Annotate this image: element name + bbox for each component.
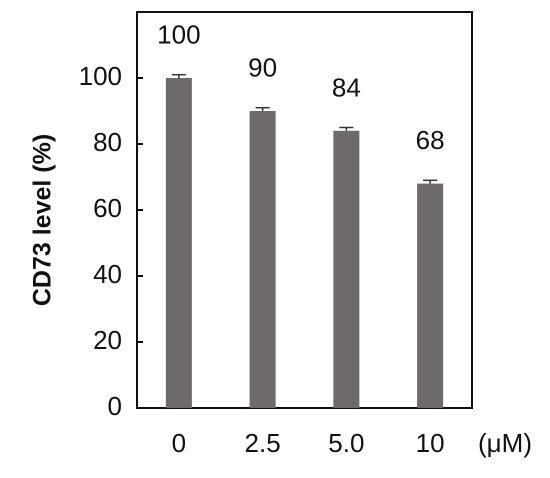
bar <box>249 111 276 408</box>
y-tick-label: 80 <box>93 127 122 157</box>
y-tick-label: 40 <box>93 259 122 289</box>
y-tick-label: 100 <box>79 61 122 91</box>
y-axis-label: CD73 level (%) <box>29 134 57 306</box>
x-tick-label: 2.5 <box>245 428 281 458</box>
y-tick-label: 60 <box>93 193 122 223</box>
y-tick-label: 20 <box>93 325 122 355</box>
x-tick-label: 0 <box>172 428 186 458</box>
y-tick-label: 0 <box>108 391 122 421</box>
bar <box>165 78 192 408</box>
data-label: 68 <box>416 125 445 155</box>
x-tick-label: 5.0 <box>328 428 364 458</box>
data-label: 84 <box>332 72 361 102</box>
bar <box>417 183 444 408</box>
error-bar <box>339 126 354 131</box>
x-tick-label: 10 <box>416 428 445 458</box>
x-axis-label: (μM) <box>478 428 532 458</box>
error-bar <box>171 73 186 78</box>
error-bar <box>423 179 438 184</box>
bar <box>333 130 360 409</box>
error-bar <box>255 106 270 111</box>
data-label: 90 <box>248 53 277 83</box>
data-label: 100 <box>157 20 200 50</box>
